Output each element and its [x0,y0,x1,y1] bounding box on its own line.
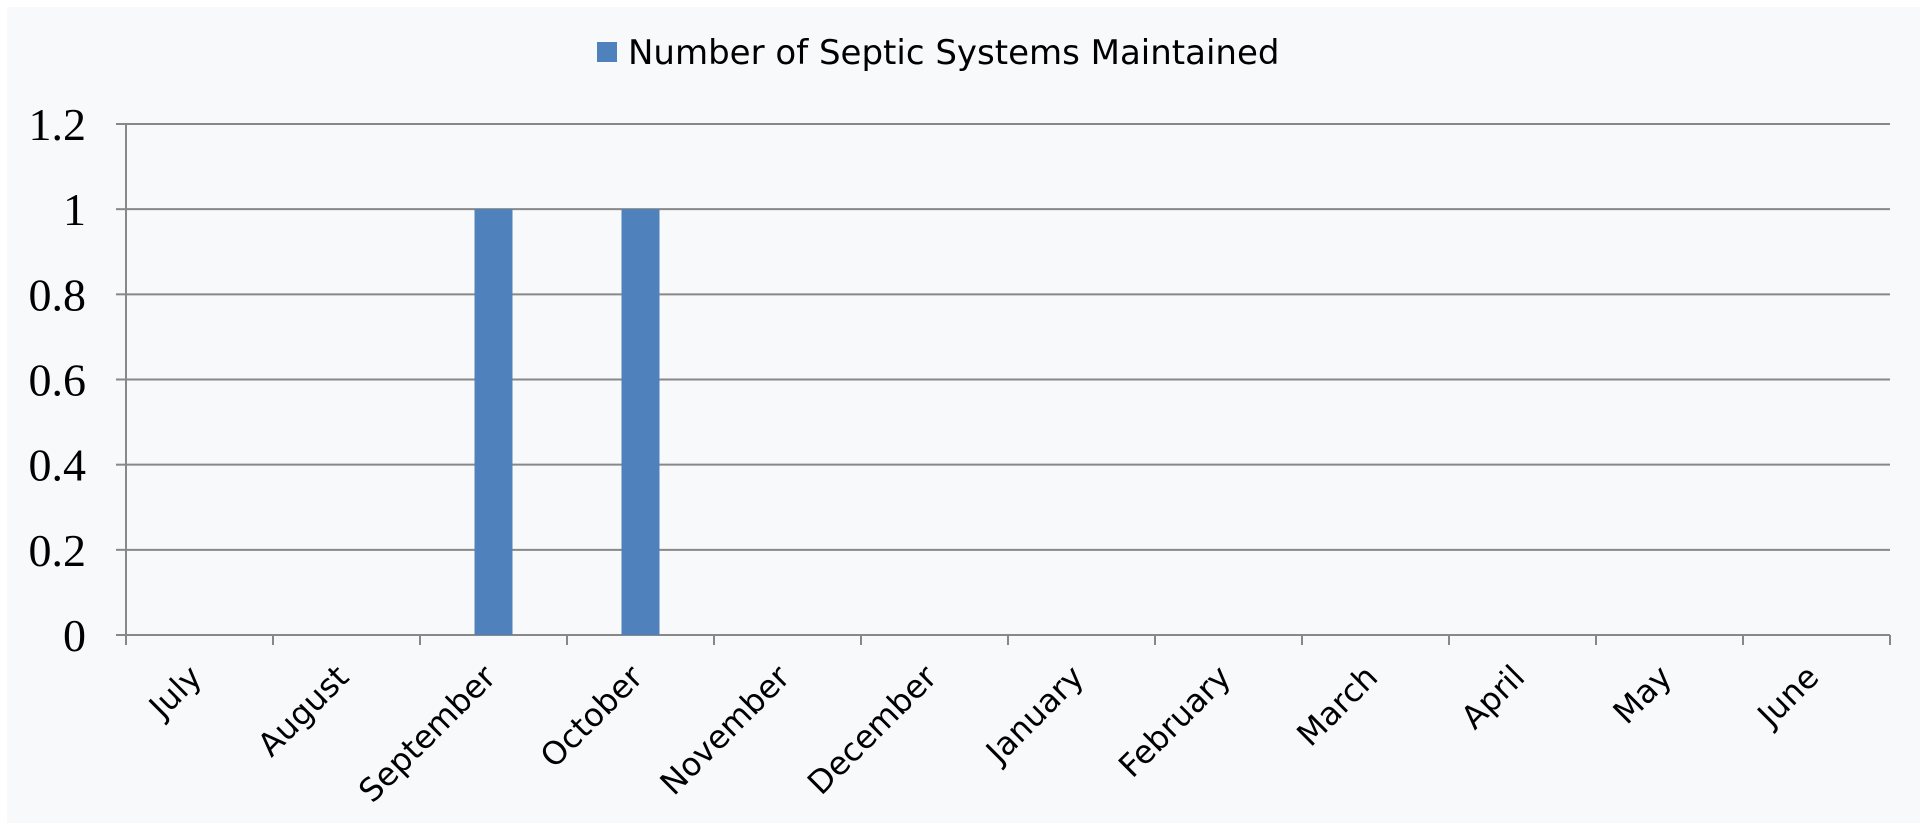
x-tick-label: February [1111,658,1238,785]
x-tick-label: September [351,657,504,810]
x-tick-label: April [1454,658,1533,737]
x-tick-label: January [977,658,1091,772]
x-tick-label: August [250,658,356,764]
x-tick-label: December [800,657,945,802]
legend-swatch [597,42,617,62]
x-tick-label: May [1606,658,1680,732]
y-tick-label: 0.8 [29,269,87,320]
y-tick-label: 1 [63,184,86,235]
legend-label: Number of Septic Systems Maintained [628,33,1279,73]
chart-background [7,7,1920,823]
x-tick-label: June [1749,658,1827,736]
x-tick-label: November [653,657,798,802]
legend: Number of Septic Systems Maintained [597,33,1279,73]
x-tick-label: July [140,658,209,727]
x-tick-label: October [533,657,651,775]
y-axis-tick-labels: 0 0.2 0.4 0.6 0.8 1 1.2 [29,99,87,661]
x-tick-label: March [1289,658,1385,754]
gridlines [126,123,1890,551]
y-tick-label: 0.4 [29,440,87,491]
y-tick-label: 1.2 [29,99,87,150]
bar-september [474,209,513,635]
bars [474,209,660,635]
bar-october [621,209,660,635]
y-tick-label: 0 [63,610,86,661]
axes [116,123,1891,645]
y-tick-label: 0.6 [29,355,87,406]
y-tick-label: 0.2 [29,525,87,576]
